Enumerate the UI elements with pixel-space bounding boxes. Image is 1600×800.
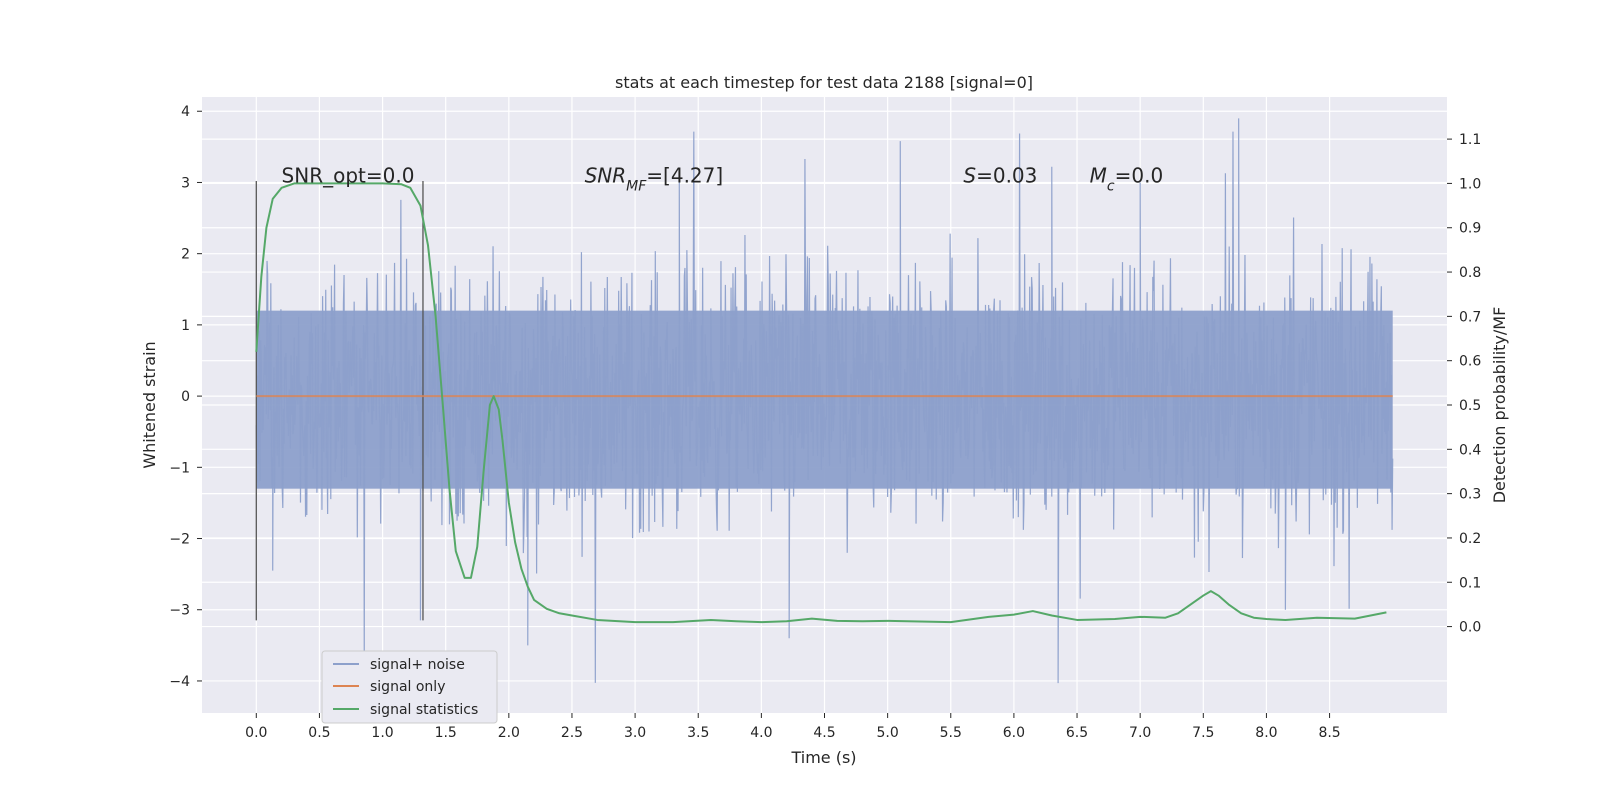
legend-entry-signal-noise: signal+ noise bbox=[370, 657, 465, 673]
y2-tick-label: 0.5 bbox=[1459, 398, 1481, 414]
y2-tick-label: 0.2 bbox=[1459, 531, 1481, 547]
x-tick-label: 2.0 bbox=[498, 725, 520, 741]
y-tick-label: −3 bbox=[169, 603, 190, 619]
y2-tick-label: 1.0 bbox=[1459, 176, 1481, 192]
x-tick-label: 5.0 bbox=[877, 725, 899, 741]
x-tick-label: 0.0 bbox=[245, 725, 267, 741]
y-tick-label: −4 bbox=[169, 674, 190, 690]
y2-tick-label: 0.0 bbox=[1459, 620, 1481, 636]
annotation: S=0.03 bbox=[963, 163, 1037, 187]
x-tick-label: 1.5 bbox=[435, 725, 457, 741]
signal-statistics-line bbox=[255, 182, 1387, 624]
series-signal-noise bbox=[255, 118, 1394, 684]
legend-entry-signal-statistics: signal statistics bbox=[370, 702, 478, 718]
annotation: SNRMF=[4.27] bbox=[585, 163, 724, 194]
x-tick-label: 7.5 bbox=[1192, 725, 1214, 741]
x-tick-label: 0.5 bbox=[308, 725, 330, 741]
y-tick-label: 3 bbox=[181, 175, 190, 191]
noise-trace bbox=[255, 118, 1394, 684]
legend: signal+ noise signal only signal statist… bbox=[321, 650, 498, 724]
y2-tick-label: 0.4 bbox=[1459, 442, 1481, 458]
annotation: Mc=0.0 bbox=[1090, 163, 1164, 194]
y2-tick-label: 1.1 bbox=[1459, 132, 1481, 148]
y2-tick-label: 0.8 bbox=[1459, 265, 1481, 281]
y-tick-label: −1 bbox=[169, 460, 190, 476]
y2-tick-label: 0.1 bbox=[1459, 575, 1481, 591]
y2-tick-label: 0.7 bbox=[1459, 309, 1481, 325]
x-tick-label: 6.5 bbox=[1066, 725, 1088, 741]
x-tick-label: 4.0 bbox=[750, 725, 772, 741]
x-tick-label: 7.0 bbox=[1129, 725, 1151, 741]
y2-tick-label: 0.3 bbox=[1459, 487, 1481, 503]
chart-title: stats at each timestep for test data 218… bbox=[615, 73, 1033, 92]
x-tick-label: 2.5 bbox=[561, 725, 583, 741]
y2-tick-label: 0.9 bbox=[1459, 221, 1481, 237]
x-tick-label: 6.0 bbox=[1003, 725, 1025, 741]
y-tick-label: 1 bbox=[181, 318, 190, 334]
y2-axis-label: Detection probability/MF bbox=[1490, 307, 1509, 504]
y-tick-label: 0 bbox=[181, 389, 190, 405]
legend-box bbox=[321, 650, 498, 724]
x-tick-label: 1.0 bbox=[371, 725, 393, 741]
x-tick-label: 5.5 bbox=[940, 725, 962, 741]
y-tick-label: 2 bbox=[181, 247, 190, 263]
annotation: SNR_opt=0.0 bbox=[282, 163, 415, 187]
y2-tick-label: 0.6 bbox=[1459, 354, 1481, 370]
y-tick-label: 4 bbox=[181, 104, 190, 120]
series-lines bbox=[255, 182, 1393, 624]
annotations: SNR_opt=0.0 SNRMF=[4.27] S=0.03 Mc=0.0 bbox=[282, 163, 1164, 194]
axis-ticks: 0.0 0.5 1.0 1.5 2.0 2.5 3.0 3.5 4.0 4.5 5.0 5.5 6.0 6… bbox=[169, 104, 1481, 741]
x-tick-label: 4.5 bbox=[813, 725, 835, 741]
y-axis-label: Whitened strain bbox=[140, 341, 159, 468]
x-tick-label: 8.0 bbox=[1255, 725, 1277, 741]
y-tick-label: −2 bbox=[169, 532, 190, 548]
x-tick-label: 8.5 bbox=[1318, 725, 1340, 741]
x-tick-label: 3.0 bbox=[624, 725, 646, 741]
x-axis-label: Time (s) bbox=[790, 748, 856, 767]
x-tick-label: 3.5 bbox=[687, 725, 709, 741]
legend-entry-signal-only: signal only bbox=[370, 679, 445, 695]
